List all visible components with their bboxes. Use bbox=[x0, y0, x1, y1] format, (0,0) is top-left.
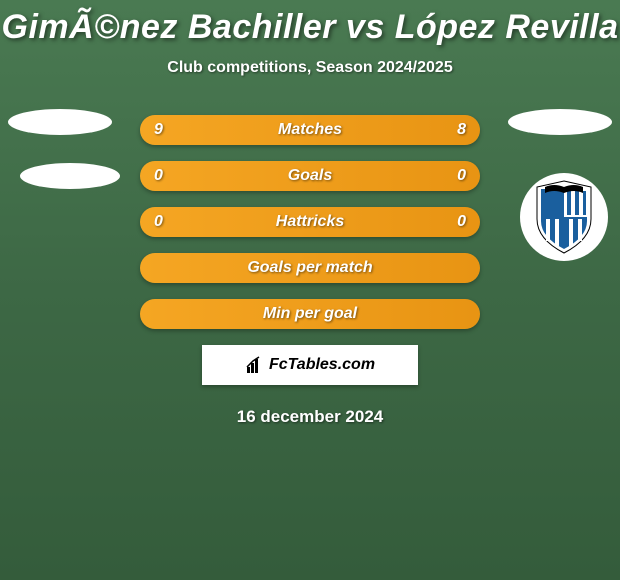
player-badge-left-1 bbox=[8, 109, 112, 135]
stat-rows-container: 9 Matches 8 0 Goals 0 0 Hattricks 0 Goal… bbox=[140, 115, 480, 329]
stat-label: Hattricks bbox=[276, 213, 344, 231]
stat-value-right: 0 bbox=[446, 167, 466, 185]
stat-row-goals: 0 Goals 0 bbox=[140, 161, 480, 191]
date-text: 16 december 2024 bbox=[0, 407, 620, 427]
stat-label: Goals per match bbox=[247, 259, 372, 277]
stat-value-left: 0 bbox=[154, 167, 174, 185]
comparison-title: GimÃ©nez Bachiller vs López Revilla bbox=[0, 0, 620, 47]
club-badge-right bbox=[520, 173, 608, 261]
content-area: 9 Matches 8 0 Goals 0 0 Hattricks 0 Goal… bbox=[0, 115, 620, 427]
stat-value-right: 8 bbox=[446, 121, 466, 139]
chart-icon bbox=[245, 355, 265, 375]
stat-label: Min per goal bbox=[263, 305, 357, 323]
stat-label: Matches bbox=[278, 121, 342, 139]
branding-box[interactable]: FcTables.com bbox=[202, 345, 418, 385]
stat-value-left: 0 bbox=[154, 213, 174, 231]
stat-value-right: 0 bbox=[446, 213, 466, 231]
club-logo-icon bbox=[529, 179, 599, 255]
branding-text: FcTables.com bbox=[269, 356, 375, 374]
stat-row-hattricks: 0 Hattricks 0 bbox=[140, 207, 480, 237]
stat-row-goals-per-match: Goals per match bbox=[140, 253, 480, 283]
stat-label: Goals bbox=[288, 167, 332, 185]
stat-row-matches: 9 Matches 8 bbox=[140, 115, 480, 145]
season-subtitle: Club competitions, Season 2024/2025 bbox=[0, 59, 620, 77]
player-badge-right-1 bbox=[508, 109, 612, 135]
branding-content: FcTables.com bbox=[245, 355, 375, 375]
stat-row-min-per-goal: Min per goal bbox=[140, 299, 480, 329]
stat-value-left: 9 bbox=[154, 121, 174, 139]
player-badge-left-2 bbox=[20, 163, 120, 189]
